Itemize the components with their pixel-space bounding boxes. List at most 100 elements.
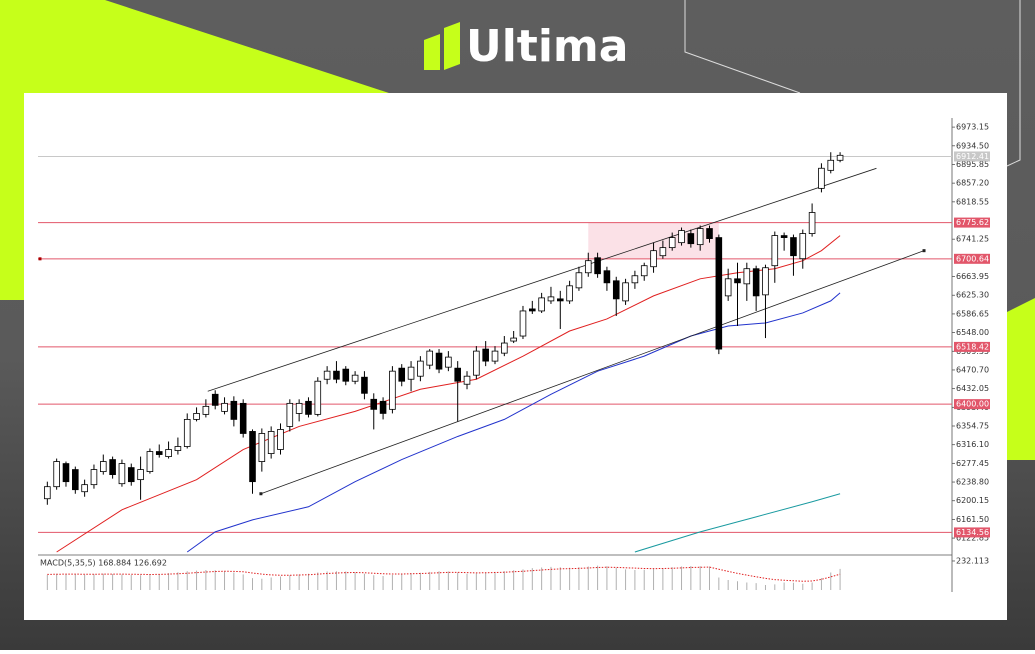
y-tick-label: 6277.45 (956, 459, 989, 468)
candle-body (426, 350, 434, 366)
candle-body (519, 310, 527, 337)
accent-shape (0, 0, 395, 300)
candle-body (333, 370, 340, 380)
candle-body (370, 398, 378, 410)
candle-body (81, 484, 88, 493)
candle-body (780, 235, 788, 238)
macd-signal (47, 566, 841, 582)
y-tick-label: 6741.25 (956, 235, 989, 244)
candle-body (650, 250, 657, 268)
candle-body (277, 429, 284, 450)
candle-body (491, 350, 499, 362)
candle-body (407, 366, 415, 380)
level-marker (38, 257, 42, 261)
candle-body (575, 272, 583, 289)
trendline-handle (922, 249, 926, 253)
candle-body (771, 235, 779, 267)
candle-body (90, 469, 98, 486)
level-label-box (954, 151, 990, 162)
y-tick-label: 6548.00 (956, 328, 989, 337)
candle-body (762, 267, 769, 296)
candle-body (687, 233, 695, 245)
level-label: 6700.64 (956, 254, 989, 263)
candle-body (818, 167, 825, 189)
candle-body (314, 380, 322, 415)
candle-body (305, 400, 312, 415)
y-tick-label: 6818.55 (956, 197, 989, 206)
candle-body (668, 237, 676, 249)
level-label: 6134.56 (956, 528, 989, 537)
candle-body (473, 350, 480, 376)
candle-body (790, 237, 797, 257)
chart-panel (24, 93, 1007, 620)
decor-line (1006, 0, 1021, 167)
y-tick-label: 6973.15 (956, 123, 989, 132)
candle-body (183, 419, 191, 447)
candle-body (155, 451, 163, 455)
candle-body (556, 298, 564, 302)
candle-body (165, 449, 172, 457)
candle-body (724, 278, 732, 297)
y-tick-label: 6200.15 (956, 496, 989, 505)
candle-body (72, 469, 79, 491)
candle-body (389, 370, 396, 410)
level-label-box (954, 341, 990, 352)
candle-body (603, 270, 611, 284)
candle-body (398, 367, 406, 382)
y-tick-label: 6895.85 (956, 160, 989, 169)
candle-body (836, 154, 844, 161)
candle-body (258, 433, 266, 462)
candle-body (538, 297, 545, 312)
candle-body (734, 278, 741, 284)
candle-body (827, 159, 835, 171)
trendline (207, 167, 877, 392)
candle-body (631, 275, 639, 284)
logo-icon (424, 34, 440, 70)
candle-body (743, 268, 751, 285)
candle-body (286, 402, 294, 427)
candle-body (193, 413, 200, 420)
candle-body (44, 486, 51, 500)
plot: 6973.15 6934.50 6895.85 6857.20 6818.55 6741.… (38, 118, 990, 592)
candle-body (547, 296, 555, 302)
candle-body (53, 461, 60, 488)
candle-body (109, 459, 116, 476)
y-tick-label: 6470.70 (956, 365, 989, 374)
trendline (260, 250, 925, 495)
level-label-box (954, 527, 990, 538)
level-label-box (954, 217, 990, 228)
candle-body (529, 308, 536, 312)
candle-body (808, 212, 816, 234)
candle-body (351, 374, 359, 382)
y-tick-label: 6663.95 (956, 272, 989, 281)
level-label: 6912.41 (956, 152, 989, 161)
moving-average (186, 292, 841, 553)
candle-body (510, 337, 517, 342)
candle-body (118, 463, 126, 485)
y-tick-label: 6432.05 (956, 384, 989, 393)
y-tick-label: 6934.50 (956, 141, 989, 150)
trendline-handle (259, 492, 263, 496)
candle-body (566, 285, 573, 302)
candle-body (706, 228, 713, 239)
candle-body (127, 467, 135, 483)
candle-body (323, 370, 331, 380)
candle-body (752, 268, 760, 297)
candle-body (584, 260, 592, 274)
moving-average (634, 493, 841, 553)
candle-body (417, 360, 424, 377)
y-tick-label: 232.113 (956, 556, 989, 565)
candle-body (594, 257, 601, 275)
y-tick-label: 6122.85 (956, 534, 989, 543)
candle-body (640, 265, 648, 277)
y-tick-label: 6625.30 (956, 291, 989, 300)
candle-body (295, 402, 303, 414)
level-label: 6518.42 (956, 342, 989, 351)
candle-body (463, 375, 471, 385)
candle-body (146, 451, 154, 473)
candle-body (137, 469, 144, 481)
candle-body (482, 348, 489, 362)
candle-body (174, 446, 182, 451)
brand-name: Ultima (466, 21, 628, 72)
